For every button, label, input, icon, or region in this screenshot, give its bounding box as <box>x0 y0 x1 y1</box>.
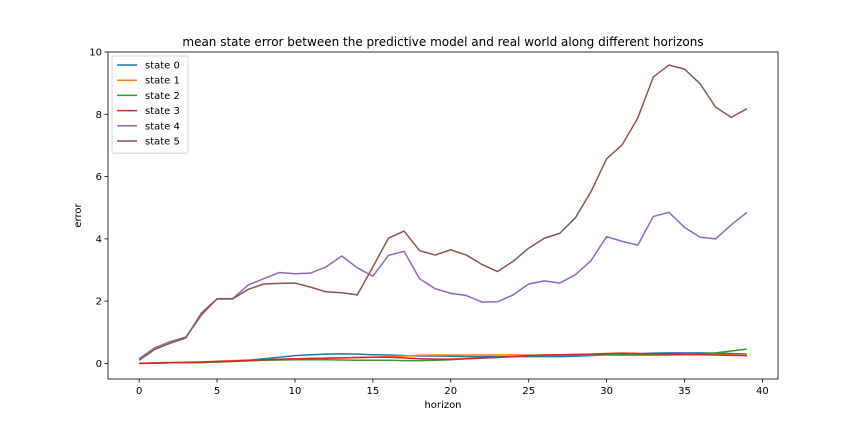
chart-title: mean state error between the predictive … <box>182 35 703 49</box>
legend-label: state 5 <box>145 137 180 148</box>
x-tick-label: 15 <box>367 386 380 397</box>
series-lines <box>138 64 748 365</box>
legend-label: state 3 <box>145 106 180 117</box>
y-tick-label: 4 <box>96 234 102 245</box>
x-axis-label: horizon <box>424 400 461 411</box>
legend: state 0 state 1 state 2 state 3 state 4 state… <box>111 55 189 154</box>
y-tick-label: 8 <box>96 110 102 121</box>
x-tick-label: 35 <box>678 386 691 397</box>
series-line-state-3 <box>139 352 747 365</box>
x-tick-label: 25 <box>522 386 535 397</box>
x-tick-label: 10 <box>289 386 302 397</box>
x-tick-label: 40 <box>756 386 769 397</box>
x-tick-label: 0 <box>136 386 142 397</box>
legend-label: state 1 <box>145 76 180 87</box>
y-tick-label: 0 <box>96 359 102 370</box>
y-tick-label: 6 <box>96 172 102 183</box>
series-line-state-5 <box>138 64 748 361</box>
x-tick-label: 30 <box>600 386 613 397</box>
legend-label: state 4 <box>145 121 180 132</box>
series-line-state-4 <box>138 211 748 360</box>
x-tick-label: 20 <box>444 386 457 397</box>
y-tick-label: 2 <box>96 297 102 308</box>
axis-ticks: 0 5 10 15 20 25 30 35 40 0 2 4 6 8 10 <box>89 48 769 398</box>
legend-label: state 2 <box>145 91 180 102</box>
y-tick-label: 10 <box>89 48 102 59</box>
x-tick-label: 5 <box>214 386 220 397</box>
legend-label: state 0 <box>145 61 180 72</box>
plot-area <box>107 51 779 380</box>
y-axis-label: error <box>73 203 84 228</box>
